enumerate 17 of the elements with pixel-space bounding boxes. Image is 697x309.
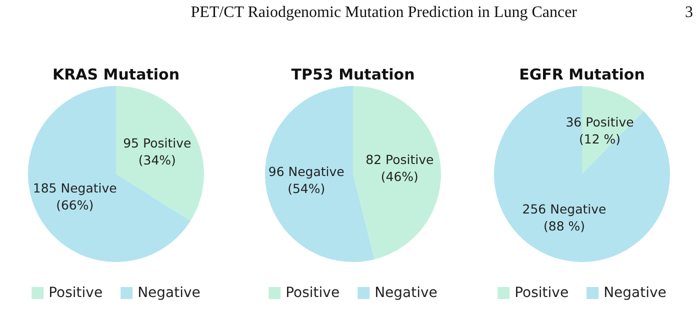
legend-label: Negative [138, 285, 200, 301]
legend-label: Positive [514, 285, 569, 301]
chart-title: EGFR Mutation [519, 66, 645, 84]
legend-label: Negative [374, 285, 438, 301]
chart-title: KRAS Mutation [52, 66, 180, 84]
data-label: 185 Negative (66%) [32, 180, 118, 213]
text: 3 [685, 4, 693, 22]
chart-title: TP53 Mutation [291, 66, 415, 84]
data-label: 96 Negative (54%) [268, 164, 345, 196]
legend-label: Positive [286, 285, 340, 301]
data-label: 82 Positive (46%) [366, 152, 434, 184]
legend-label: Negative [604, 285, 666, 301]
data-label: 95 Positive (34%) [123, 135, 192, 168]
data-label: 256 Negative (88 %) [522, 202, 607, 234]
text: PET/CT Raiodgenomic Mutation Prediction in Lung Cancer [190, 4, 577, 22]
data-label: 36 Positive (12 %) [566, 114, 634, 146]
legend-label: Positive [48, 285, 103, 301]
